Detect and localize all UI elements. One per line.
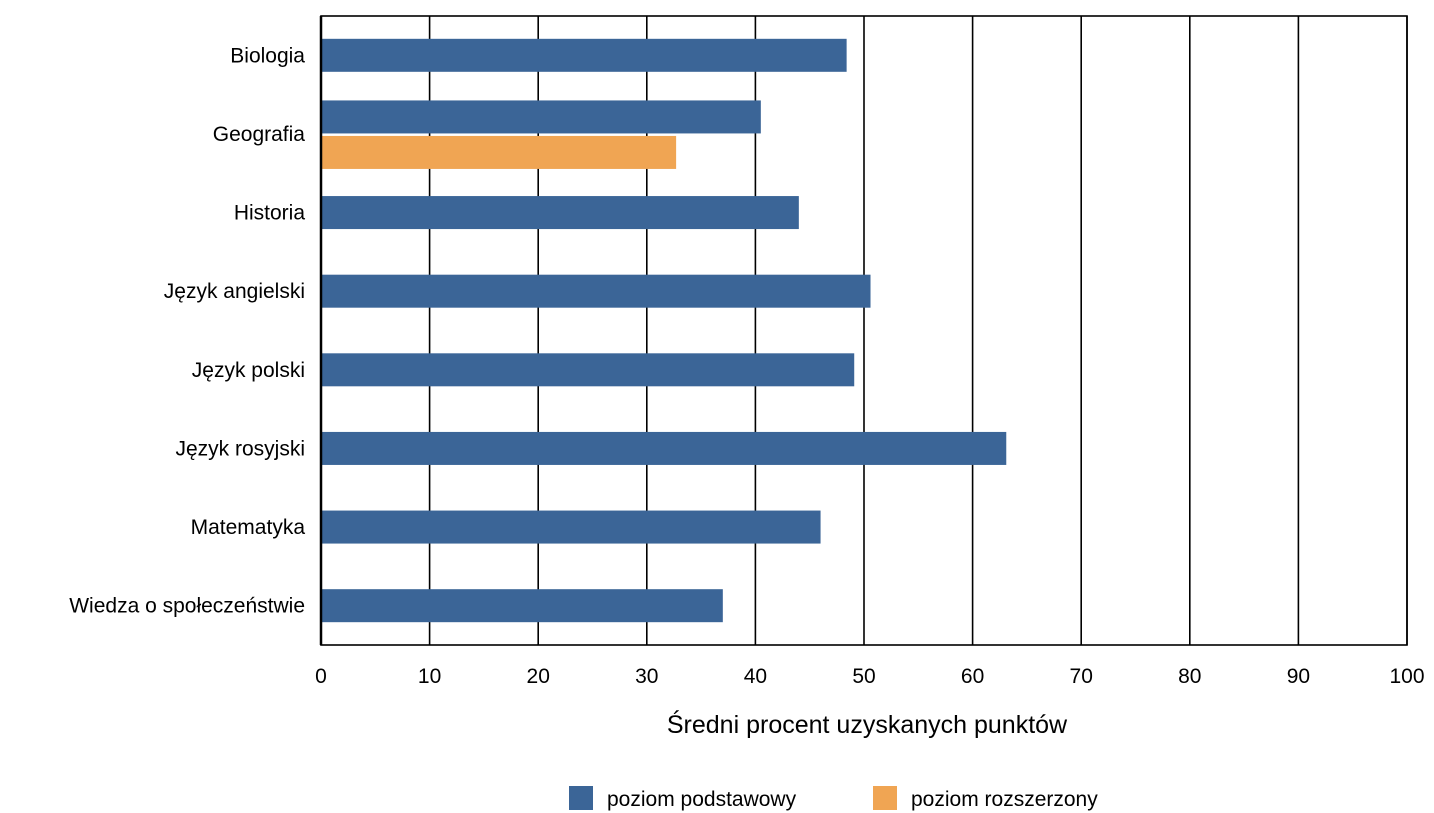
x-tick-label: 20 bbox=[527, 665, 550, 688]
legend: poziom podstawowy poziom rozszerzony bbox=[569, 786, 1098, 811]
bar-podstawowy bbox=[321, 38, 847, 72]
x-tick-label: 70 bbox=[1070, 665, 1093, 688]
bar-podstawowy bbox=[321, 196, 799, 230]
x-tick-label: 0 bbox=[315, 665, 327, 688]
x-tick-label: 50 bbox=[852, 665, 875, 688]
category-labels: Biologia Geografia Historia Język angielski… bbox=[69, 44, 305, 617]
legend-label: poziom rozszerzony bbox=[911, 788, 1098, 811]
category-label: Matematyka bbox=[191, 516, 306, 539]
legend-label: poziom podstawowy bbox=[607, 788, 797, 811]
x-tick-label: 90 bbox=[1287, 665, 1310, 688]
x-tick-labels: 0 10 20 30 40 50 60 70 80 90 100 bbox=[315, 665, 1424, 688]
x-tick-label: 30 bbox=[635, 665, 658, 688]
legend-swatch bbox=[569, 786, 593, 810]
bar-rozszerzony bbox=[321, 135, 677, 169]
x-tick-label: 100 bbox=[1389, 665, 1424, 688]
category-label: Język angielski bbox=[164, 280, 305, 303]
x-axis-title: Średni procent uzyskanych punktów bbox=[667, 709, 1068, 739]
legend-swatch bbox=[873, 786, 897, 810]
bar-podstawowy bbox=[321, 274, 871, 308]
x-tick-label: 80 bbox=[1178, 665, 1201, 688]
category-label: Język rosyjski bbox=[175, 437, 305, 460]
plot-frame bbox=[319, 15, 1408, 646]
category-label: Historia bbox=[234, 202, 306, 225]
category-label: Język polski bbox=[192, 359, 305, 382]
bar-podstawowy bbox=[321, 353, 855, 387]
x-tick-label: 10 bbox=[418, 665, 441, 688]
bar-podstawowy bbox=[321, 589, 723, 623]
bar-podstawowy bbox=[321, 431, 1007, 465]
category-label: Geografia bbox=[213, 123, 306, 146]
bars bbox=[321, 38, 1007, 623]
bar-podstawowy bbox=[321, 100, 761, 134]
x-tick-label: 60 bbox=[961, 665, 984, 688]
bar-podstawowy bbox=[321, 510, 821, 544]
category-label: Wiedza o społeczeństwie bbox=[69, 595, 305, 618]
category-label: Biologia bbox=[230, 44, 305, 67]
x-tick-label: 40 bbox=[744, 665, 767, 688]
